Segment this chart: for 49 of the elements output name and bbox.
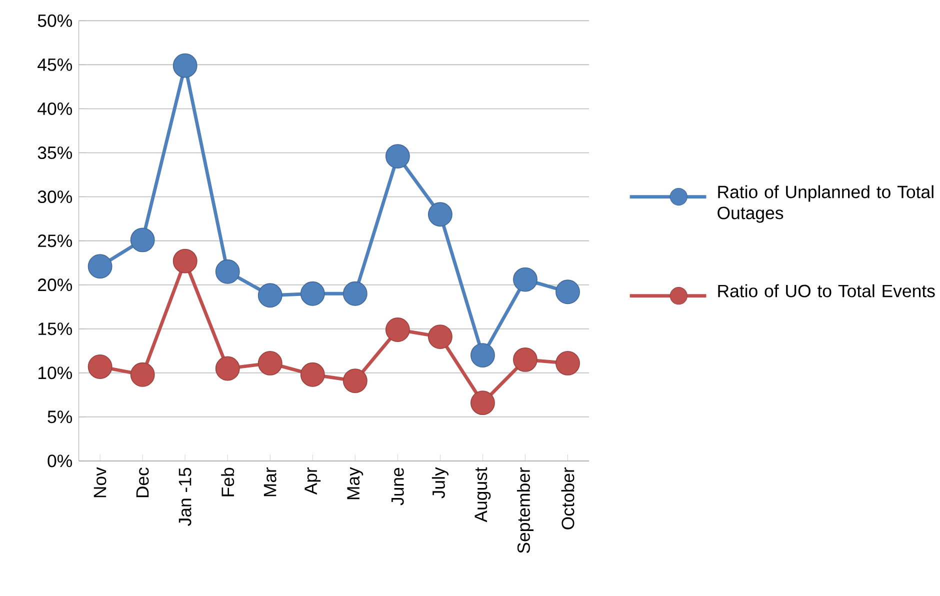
point xyxy=(342,281,368,306)
point xyxy=(300,362,325,387)
y-tick-label: 0% xyxy=(48,454,72,468)
y-tick-label: 45% xyxy=(38,58,72,71)
y-tick-label: 20% xyxy=(38,278,72,292)
y-tick-label: 50% xyxy=(38,14,72,28)
point xyxy=(88,254,112,279)
x-tick-label: May xyxy=(347,467,364,500)
point xyxy=(385,144,410,169)
point xyxy=(130,362,155,387)
x-tick-label: August xyxy=(474,467,491,522)
point xyxy=(513,267,538,292)
point xyxy=(130,228,155,252)
legend-label: Ratio of Unplanned to Total Outages xyxy=(718,185,934,223)
y-tick-label: 30% xyxy=(38,190,72,204)
x-tick-label: October xyxy=(561,467,574,530)
y-tick-label: 35% xyxy=(38,146,72,160)
point xyxy=(556,351,580,376)
y-tick-label: 10% xyxy=(38,366,72,380)
x-tick-label: June xyxy=(391,468,404,506)
legend-label: Ratio of UO to Total Events xyxy=(718,284,935,298)
point xyxy=(342,368,368,394)
x-tick-label: Mar xyxy=(264,467,276,496)
x-tick-label: Apr xyxy=(304,467,321,495)
point xyxy=(172,53,198,78)
point xyxy=(258,283,282,308)
point xyxy=(385,318,410,342)
point xyxy=(556,280,580,304)
y-tick-label: 5% xyxy=(48,410,72,424)
x-tick-label: September xyxy=(516,467,534,554)
point xyxy=(513,348,538,372)
y-tick-label: 40% xyxy=(38,102,72,116)
y-tick-label: 25% xyxy=(38,234,72,248)
point xyxy=(215,356,240,381)
point xyxy=(428,202,452,227)
point xyxy=(300,281,325,306)
x-tick-label: July xyxy=(432,467,448,498)
point xyxy=(88,354,112,379)
x-tick-label: Jan -15 xyxy=(178,468,192,526)
y-tick-label: 15% xyxy=(38,322,72,336)
point xyxy=(215,259,240,284)
point xyxy=(470,343,495,368)
point xyxy=(258,351,282,376)
point xyxy=(470,390,495,416)
x-tick-label: Feb xyxy=(221,468,234,496)
x-tick-label: Dec xyxy=(136,468,149,498)
point xyxy=(172,248,198,274)
point xyxy=(428,324,452,350)
x-tick-label: Nov xyxy=(94,467,106,498)
